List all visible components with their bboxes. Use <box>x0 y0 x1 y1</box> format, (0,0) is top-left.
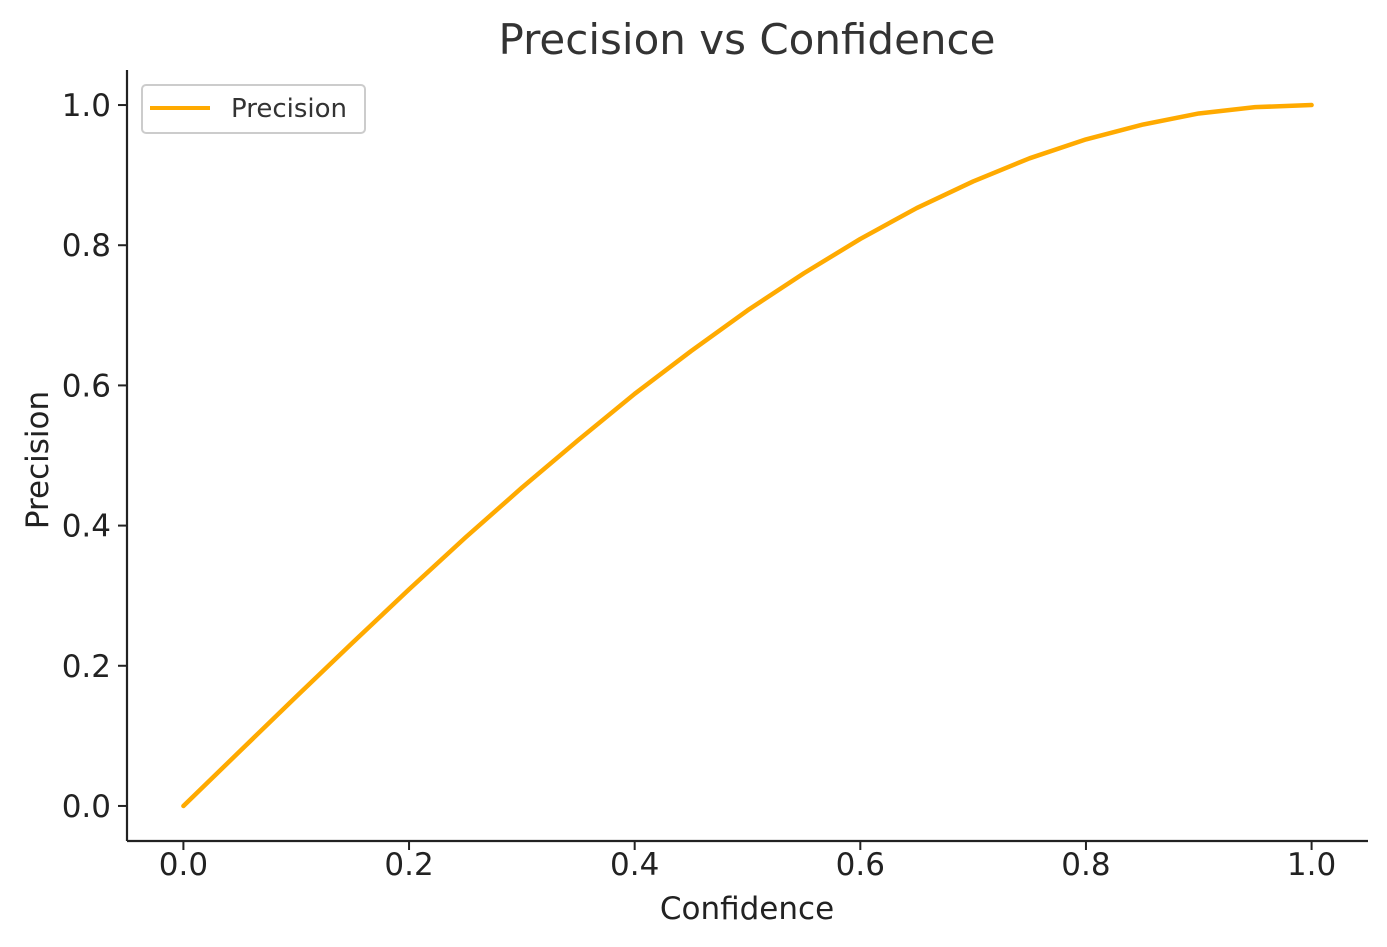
x-tick-label: 0.0 <box>159 847 208 883</box>
y-tick-label: 0.6 <box>62 368 111 404</box>
x-axis-ticks: 0.0 0.2 0.4 0.6 0.8 1.0 <box>159 841 1336 883</box>
legend-box <box>141 84 366 134</box>
x-tick-label: 0.2 <box>384 847 433 883</box>
x-tick-label: 0.4 <box>610 847 659 883</box>
y-axis-label: Precision <box>20 391 56 529</box>
x-tick-label: 1.0 <box>1287 847 1336 883</box>
series-line-precision <box>181 102 1314 809</box>
y-axis-ticks: 0.0 0.2 0.4 0.6 0.8 1.0 <box>62 88 127 825</box>
x-tick-label: 0.8 <box>1061 847 1110 883</box>
y-tick-label: 0.4 <box>62 509 111 545</box>
x-tick-label: 0.6 <box>836 847 885 883</box>
y-tick-label: 0.8 <box>62 228 111 264</box>
plot-area <box>181 102 1314 809</box>
legend: Precision <box>141 84 366 134</box>
y-tick-label: 0.2 <box>62 649 111 685</box>
chart-title: Precision vs Confidence <box>499 15 996 64</box>
legend-label-precision: Precision <box>231 94 347 124</box>
y-tick-label: 1.0 <box>62 88 111 124</box>
x-axis-label: Confidence <box>660 891 834 927</box>
y-tick-label: 0.0 <box>62 789 111 825</box>
